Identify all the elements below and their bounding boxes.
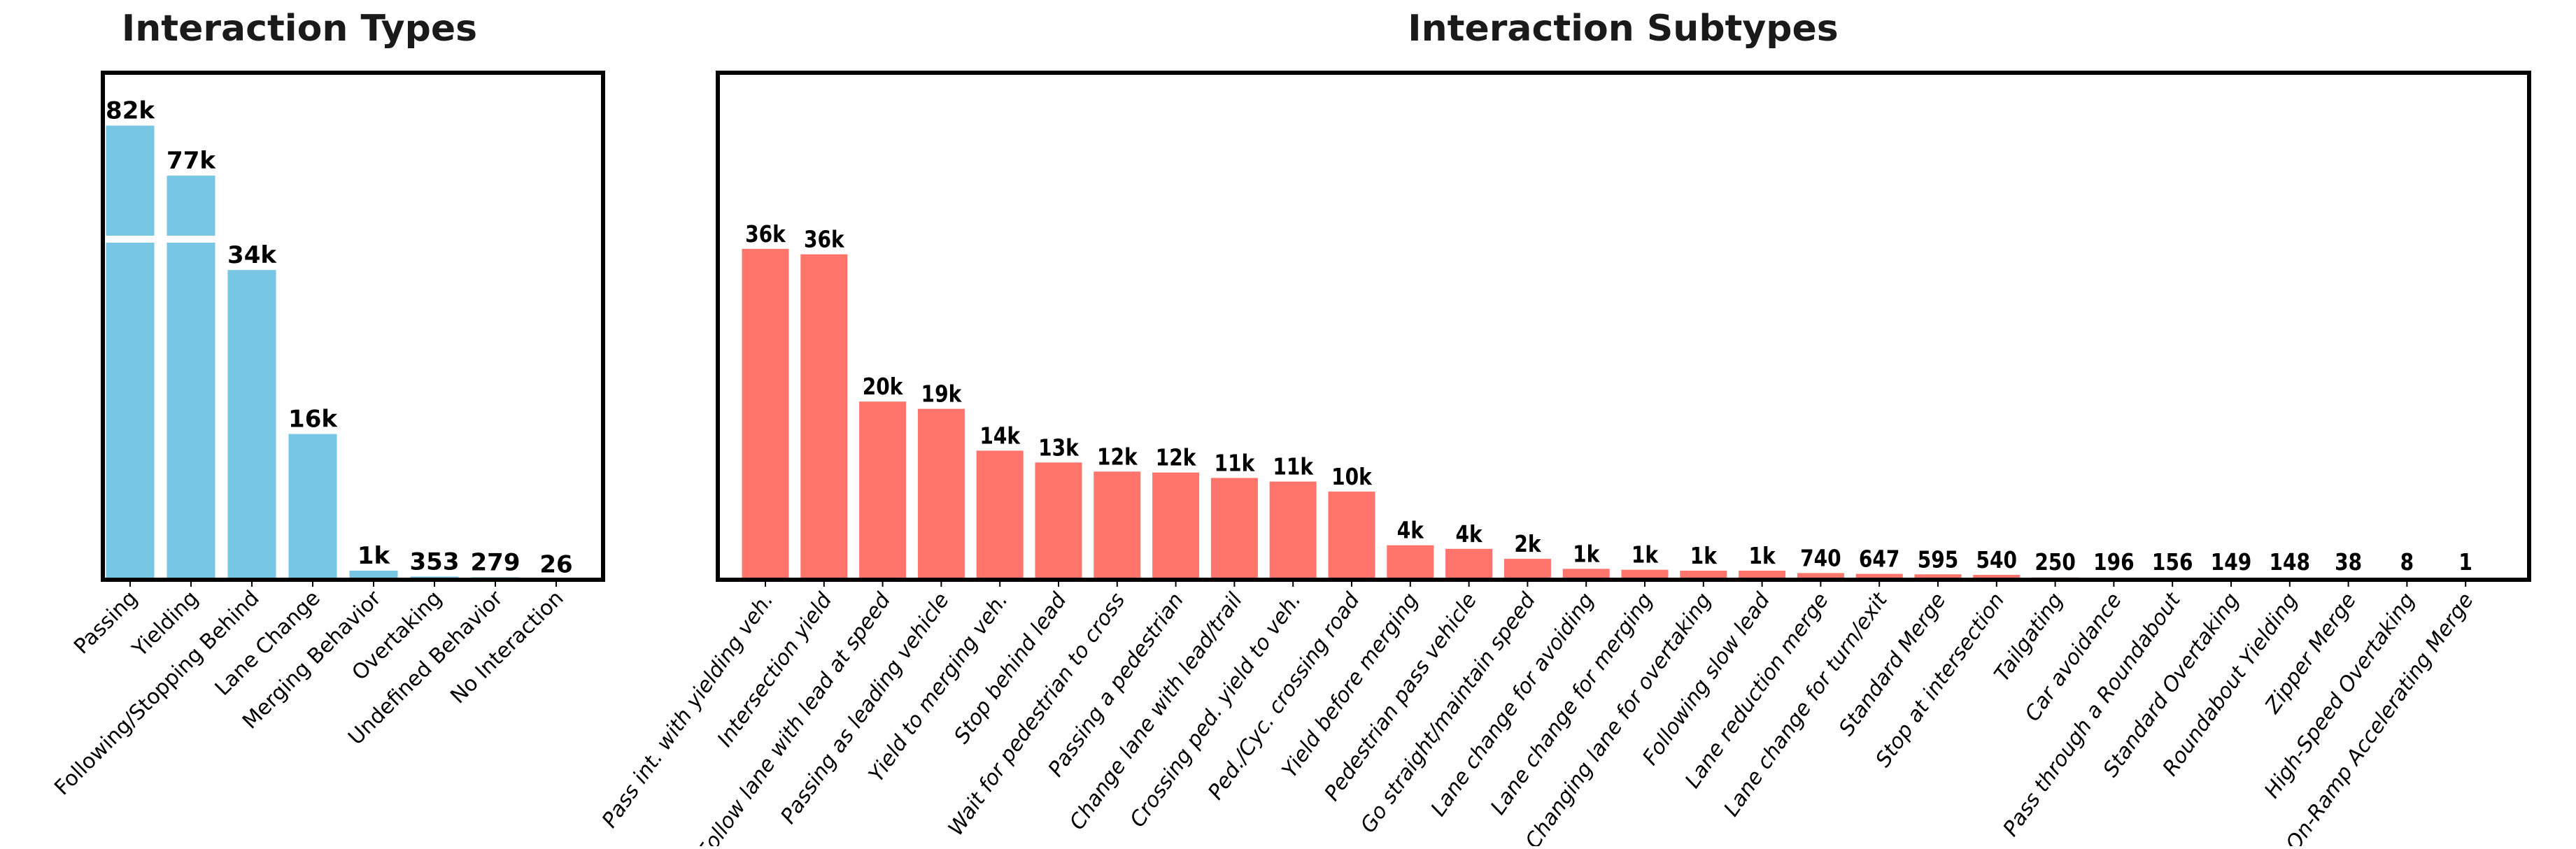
bar — [1445, 549, 1492, 580]
data-label: 1k — [1573, 541, 1600, 568]
bar — [1152, 473, 1199, 580]
data-label: 20k — [863, 374, 903, 401]
bar — [1504, 559, 1551, 580]
data-label: 279 — [471, 548, 521, 576]
data-label: 156 — [2152, 550, 2193, 576]
data-label: 148 — [2270, 550, 2311, 576]
data-label: 2k — [1514, 531, 1541, 558]
data-label: 1k — [1690, 543, 1718, 570]
bar — [859, 401, 906, 580]
data-label: 13k — [1038, 435, 1079, 462]
data-label: 1k — [1749, 543, 1776, 570]
data-label: 14k — [979, 423, 1020, 450]
data-label: 26 — [539, 551, 572, 579]
axis-break-gap — [105, 236, 156, 243]
chart-title-types: Interaction Types — [122, 8, 477, 50]
bar — [1329, 492, 1375, 580]
data-label: 540 — [1976, 548, 2018, 574]
data-label: 1 — [2458, 550, 2472, 576]
types-bars: 82kPassing77kYielding34kFollowing/Stoppi… — [50, 97, 580, 801]
bar — [977, 450, 1024, 580]
data-label: 82k — [106, 97, 155, 125]
bar — [1211, 478, 1258, 580]
data-label: 1k — [1632, 543, 1659, 569]
x-tick-label: Standard Merge — [1834, 589, 1951, 741]
bar — [228, 270, 276, 580]
bar — [918, 409, 965, 580]
bar — [1094, 471, 1140, 580]
data-label: 647 — [1859, 546, 1900, 573]
axis-break-gap — [166, 236, 217, 243]
x-tick-label: No Interaction — [446, 586, 568, 708]
data-label: 12k — [1097, 444, 1138, 471]
data-label: 149 — [2211, 550, 2252, 576]
data-label: 36k — [745, 222, 786, 248]
data-label: 250 — [2034, 550, 2076, 576]
data-label: 740 — [1800, 545, 1841, 572]
chart-title-subtypes: Interaction Subtypes — [1408, 8, 1838, 50]
bar — [1387, 545, 1434, 580]
data-label: 10k — [1331, 464, 1372, 491]
x-tick-label: Lane Change — [211, 586, 325, 701]
bar — [1035, 462, 1082, 580]
bar — [742, 249, 789, 580]
data-label: 4k — [1456, 522, 1483, 548]
data-label: 12k — [1156, 445, 1196, 472]
data-label: 11k — [1273, 455, 1313, 481]
data-label: 4k — [1397, 518, 1424, 545]
bar — [800, 255, 847, 580]
data-label: 36k — [804, 227, 844, 254]
data-label: 77k — [167, 147, 216, 175]
data-label: 16k — [288, 406, 338, 434]
data-label: 11k — [1215, 450, 1255, 477]
bar — [106, 126, 155, 580]
data-label: 196 — [2093, 550, 2135, 576]
bar — [289, 434, 337, 580]
data-label: 353 — [410, 548, 460, 576]
data-label: 8 — [2400, 550, 2414, 576]
data-label: 38 — [2335, 550, 2362, 576]
data-label: 595 — [1918, 547, 1959, 573]
data-label: 34k — [227, 241, 277, 269]
data-label: 19k — [921, 382, 962, 408]
bar — [1270, 482, 1317, 580]
data-label: 1k — [358, 542, 391, 570]
